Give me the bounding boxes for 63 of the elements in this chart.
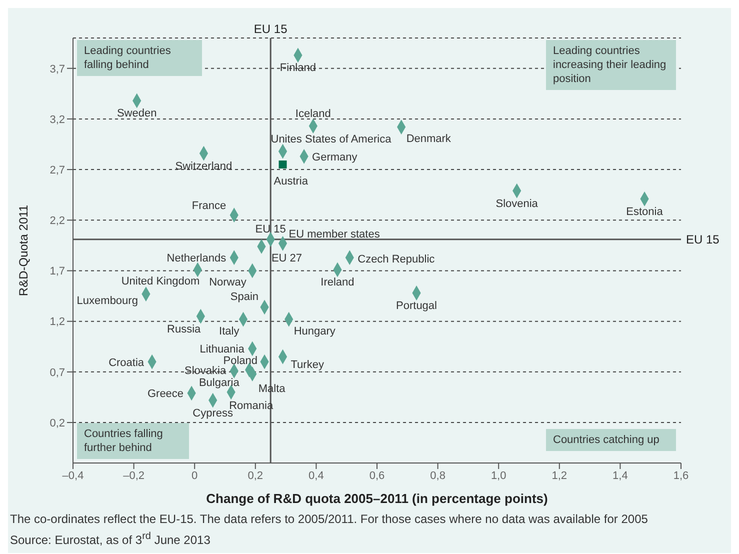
annotation: Russia [167, 323, 202, 336]
annotation: EU 15 [255, 223, 286, 236]
annotation: Finland [280, 62, 316, 74]
text: The co-ordinates reflect the EU-15. The data refers to 2005/2011. For those cases where no data was available for 2005 [10, 511, 649, 528]
y-axis-title: R&D-Quota 2011 [16, 204, 30, 296]
x-tick-label: 1,6 [673, 470, 689, 482]
annotation: Bulgaria [198, 376, 240, 389]
y-tick-label: 0,2 [50, 417, 65, 430]
x-tick-label: 1,2 [552, 470, 568, 482]
annotation: EU 27 [271, 252, 302, 264]
annotation: Slovenia [496, 198, 539, 210]
ref-line-label: EU 15 [254, 22, 288, 36]
x-tick-label: 1,4 [612, 470, 628, 482]
annotation: Denmark [406, 133, 452, 146]
quadrant-label-box: Countries catching up [546, 429, 676, 451]
annotation: Poland [223, 354, 258, 367]
annotation: Germany [312, 151, 358, 164]
quadrant-label-box: Leading countries falling behind [77, 40, 202, 76]
annotation: Iceland [295, 108, 331, 120]
x-tick-label: –0,2 [123, 470, 145, 482]
quadrant-label-box: Countries falling further behind [77, 423, 189, 459]
ref-line-label: EU 15 [686, 232, 720, 247]
x-tick-label: 0,2 [248, 470, 264, 482]
y-tick-label: 3,2 [50, 114, 65, 126]
annotation: Luxembourg [76, 295, 138, 308]
x-tick-label: 1,0 [490, 470, 506, 482]
annotation: Portugal [396, 300, 438, 312]
annotation: Greece [147, 388, 184, 400]
x-tick-label: 0,6 [369, 470, 385, 482]
annotation: Czech Republic [358, 254, 436, 266]
x-tick-label: 0,8 [430, 470, 446, 482]
annotation: Estonia [626, 206, 664, 218]
annotation: EU member states [288, 228, 380, 240]
annotation: United Kingdom [121, 276, 200, 288]
annotation: Spain [230, 291, 259, 304]
annotation: Unites States of America [270, 133, 392, 146]
annotation: Cypress [192, 407, 234, 420]
quadrant-label-box: Leading countries increasing their leading position [546, 40, 676, 90]
x-tick-label: 0 [192, 470, 198, 482]
x-tick-label: 0,4 [308, 470, 324, 482]
annotation: Sweden [116, 108, 157, 120]
y-tick-label: 2,2 [50, 215, 65, 228]
annotation: Italy [219, 325, 240, 338]
annotation: Lithuania [200, 344, 246, 356]
annotation: Netherlands [166, 252, 227, 265]
point [278, 160, 287, 168]
y-tick-label: 1,2 [50, 316, 65, 328]
annotation: Croatia [108, 356, 145, 369]
annotation: Slovakia [184, 364, 227, 377]
y-tick-label: 0,7 [50, 366, 65, 379]
annotation: Hungary [294, 325, 336, 338]
annotation: Norway [209, 276, 247, 289]
annotation: France [192, 200, 226, 212]
y-tick-label: 3,7 [50, 63, 65, 76]
x-axis-title: Change of R&D quota 2005–2011 (in percentage points) [206, 491, 548, 506]
y-tick-label: 1,7 [50, 266, 65, 278]
annotation: Austria [274, 175, 309, 188]
x-tick-label: –0,4 [62, 470, 84, 482]
annotation: Switzerland [175, 160, 232, 172]
annotation: Ireland [320, 276, 354, 289]
y-tick-label: 2,7 [50, 164, 65, 176]
source-note: Source: Eurostat, as of 3$^{rd}$ June 2013 [10, 530, 212, 549]
annotation: Turkey [290, 358, 324, 371]
